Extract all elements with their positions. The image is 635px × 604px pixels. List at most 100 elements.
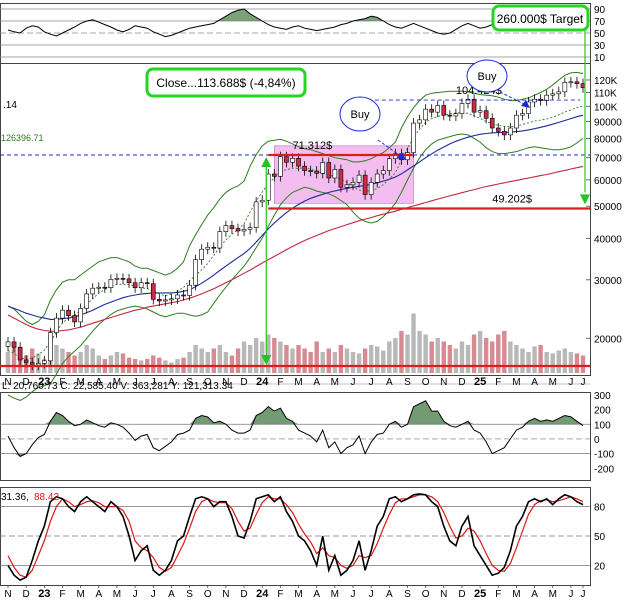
x-axis-label: O — [204, 589, 212, 600]
buy-arrow-head — [397, 152, 406, 160]
left-value-label-mid: 126396.71 — [1, 133, 44, 143]
price-x-axis-label: N — [222, 377, 229, 388]
stoch-tick-label: 20 — [594, 561, 606, 572]
candle-body — [114, 278, 120, 280]
candle-body — [435, 105, 441, 113]
level-label-49k: 49.202$ — [492, 193, 532, 205]
candle-body — [526, 101, 531, 114]
candle-body — [241, 228, 247, 232]
candle-body — [35, 363, 41, 366]
rsi-tick-label: 50 — [594, 29, 606, 40]
volume-bar — [96, 355, 101, 373]
buy-arrow-line — [499, 91, 527, 106]
candle-body — [326, 162, 332, 179]
volume-bar — [278, 341, 283, 373]
x-axis-label: F — [277, 589, 283, 600]
candle-body — [11, 341, 17, 348]
candle-body — [157, 299, 162, 302]
candle-body — [368, 182, 374, 195]
price-tick-label: 30000 — [594, 276, 622, 287]
price-x-axis-label: 25 — [474, 376, 486, 388]
stoch-tick-label: 80 — [594, 503, 606, 514]
volume-bar — [381, 350, 386, 373]
stoch-tick-label: 50 — [594, 532, 606, 543]
price-x-axis-label: N — [440, 377, 447, 388]
volume-bar — [114, 352, 120, 373]
candle-body — [471, 98, 477, 113]
candle-body — [132, 282, 138, 289]
price-tick-label: 20000 — [594, 334, 622, 345]
x-axis-label: D — [23, 589, 30, 600]
volume-bar — [562, 348, 568, 373]
volume-bar — [326, 348, 331, 373]
volume-bar — [520, 348, 525, 373]
candle-body — [393, 153, 398, 160]
x-axis-label: M — [76, 589, 84, 600]
range-arrow-head-down — [261, 355, 272, 365]
price-x-axis-label: M — [294, 377, 302, 388]
x-axis-label: N — [440, 589, 447, 600]
x-axis: NNDD2323FFMMAAMMJJJJAASSOONNDD2424FFMMAA… — [4, 376, 585, 600]
x-axis-label: M — [331, 589, 339, 600]
volume-bar — [368, 345, 374, 373]
volume-bar — [550, 353, 555, 373]
price-tick-label: 100K — [594, 102, 618, 113]
volume-bar — [223, 352, 229, 373]
price-x-axis-label: M — [331, 377, 339, 388]
candle-body — [502, 131, 507, 136]
volume-bar — [217, 345, 223, 373]
price-x-axis-label: J — [369, 377, 374, 388]
volume-bar — [393, 338, 398, 373]
volume-bar — [5, 352, 11, 373]
price-x-axis-label: J — [151, 377, 156, 388]
volume-bar — [66, 352, 71, 373]
cci-tick-label: 0 — [594, 435, 600, 446]
candle-body — [411, 122, 416, 153]
rsi-tick-label: 30 — [594, 41, 606, 52]
volume-bar — [108, 355, 114, 373]
candle-body — [120, 278, 126, 280]
x-axis-label: 23 — [38, 588, 50, 600]
volume-bar — [151, 355, 156, 373]
volume-bar — [205, 352, 210, 373]
x-axis-label: M — [512, 589, 520, 600]
price-x-axis-label: D — [458, 377, 465, 388]
price-tick-label: 70000 — [594, 154, 622, 165]
volume-bar — [199, 348, 204, 373]
price-x-axis-label: N — [4, 377, 11, 388]
candle-body — [344, 184, 350, 188]
x-axis-label: N — [222, 589, 229, 600]
candle-body — [253, 201, 259, 228]
x-axis-label: J — [568, 589, 573, 600]
volume-bar — [453, 348, 459, 373]
volume-bar — [241, 341, 247, 373]
candle-body — [211, 246, 217, 249]
volume-bar — [78, 352, 83, 373]
x-axis-label: 25 — [474, 588, 486, 600]
candle-body — [284, 156, 289, 163]
candle-body — [441, 105, 447, 116]
price-x-axis-label: D — [240, 377, 247, 388]
candle-body — [550, 93, 556, 96]
volume-bar — [169, 362, 174, 373]
volume-bar — [235, 348, 241, 373]
candle-body — [495, 127, 501, 132]
level-label-71k: 71.312$ — [292, 140, 332, 152]
cci-positive-fill — [8, 400, 583, 425]
volume-bar — [193, 345, 198, 373]
x-axis-label: J — [351, 589, 356, 600]
stoch-readout-k: 31.36, — [1, 492, 29, 503]
candle-body — [217, 231, 223, 249]
candle-body — [72, 315, 77, 323]
volume-bar — [514, 345, 519, 373]
volume-bar — [496, 334, 501, 373]
candle-body — [247, 227, 253, 230]
x-axis-label: F — [59, 589, 65, 600]
price-x-axis-label: J — [581, 377, 586, 388]
volume-bar — [423, 334, 428, 373]
moving-average-slow-line — [7, 165, 584, 332]
x-axis-label: M — [113, 589, 121, 600]
candle-body — [126, 278, 132, 284]
candle-body — [574, 81, 580, 84]
